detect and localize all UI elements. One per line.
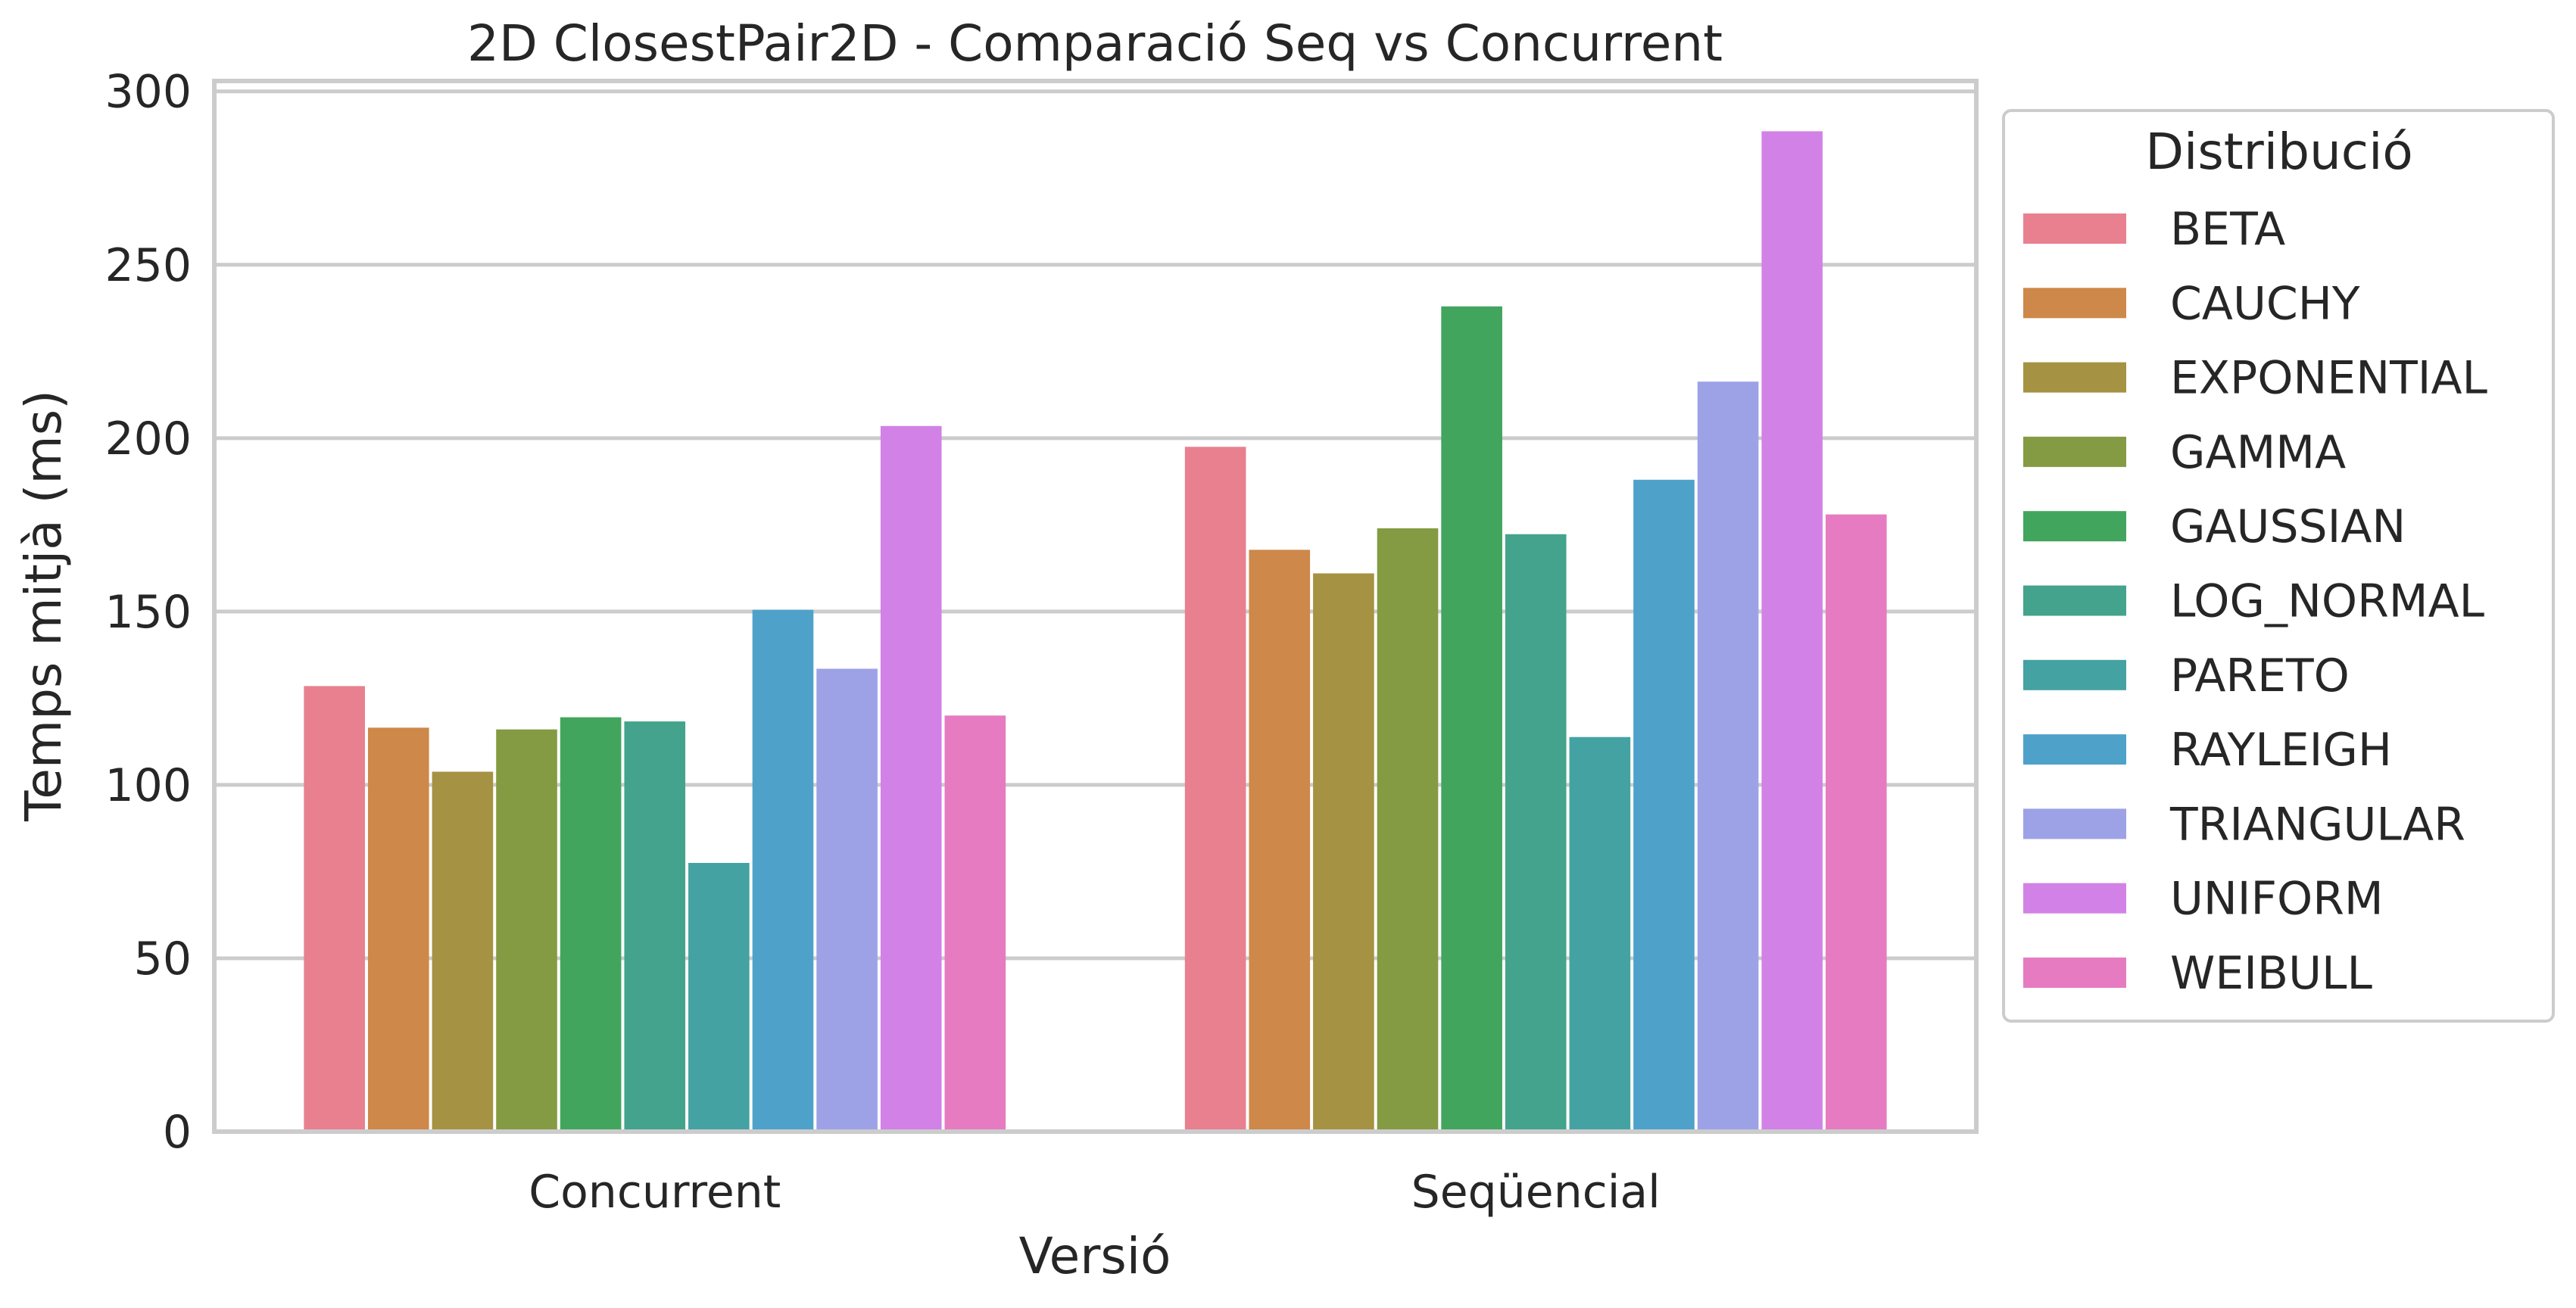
bar-weibull-seqüencial (1826, 514, 1887, 1132)
legend-label: CAUCHY (2170, 277, 2360, 330)
bar-rayleigh-concurrent (752, 609, 814, 1132)
legend-title: Distribució (2145, 123, 2413, 181)
y-tick-label: 200 (104, 413, 192, 466)
x-tick-label: Seqüencial (1411, 1166, 1661, 1219)
plot-frame (212, 79, 1979, 1134)
legend-swatch (2023, 213, 2126, 244)
bar-beta-seqüencial (1184, 447, 1246, 1132)
y-tick-label: 0 (163, 1106, 192, 1159)
bar-triangular-concurrent (816, 668, 878, 1132)
legend-swatch (2023, 659, 2126, 690)
legend-swatch (2023, 436, 2126, 467)
bar-log-normal-seqüencial (1505, 534, 1567, 1132)
bar-triangular-seqüencial (1697, 382, 1759, 1132)
bar-beta-concurrent (304, 686, 365, 1132)
legend-swatch (2023, 808, 2126, 839)
bar-gaussian-seqüencial (1441, 306, 1502, 1132)
legend-items: BETA CAUCHY EXPONENTIAL GAMMA GAUSSIAN LOG_NO… (2023, 203, 2487, 1000)
x-axis-label: Versió (1019, 1227, 1171, 1285)
y-tick-label: 150 (104, 586, 192, 639)
y-tick-label: 50 (134, 933, 192, 986)
bar-gamma-seqüencial (1377, 528, 1439, 1132)
legend-swatch (2023, 585, 2126, 616)
legend-frame (2002, 109, 2555, 1023)
plot-area (212, 79, 1979, 1134)
legend-label: RAYLEIGH (2170, 724, 2392, 777)
legend-label: UNIFORM (2170, 873, 2384, 926)
bar-pareto-seqüencial (1569, 737, 1631, 1132)
bar-gamma-concurrent (496, 729, 557, 1132)
legend-label: GAUSSIAN (2170, 500, 2406, 553)
y-tick-labels: 0 50 100 150 200 250 300 (104, 66, 192, 1159)
x-tick-labels: Concurrent Seqüencial (529, 1166, 1661, 1219)
y-tick-label: 300 (104, 66, 192, 119)
y-tick-label: 250 (104, 239, 192, 292)
bar-exponential-seqüencial (1313, 573, 1374, 1132)
legend-label: LOG_NORMAL (2170, 575, 2485, 628)
legend-swatch (2023, 883, 2126, 914)
legend-swatch (2023, 511, 2126, 542)
legend-label: BETA (2170, 203, 2285, 256)
bar-uniform-concurrent (880, 425, 942, 1132)
bar-uniform-seqüencial (1761, 131, 1823, 1132)
bar-exponential-concurrent (432, 771, 494, 1132)
legend-label: TRIANGULAR (2169, 798, 2465, 851)
x-tick-label: Concurrent (529, 1166, 781, 1219)
bar-rayleigh-seqüencial (1633, 479, 1695, 1132)
bar-weibull-concurrent (944, 715, 1006, 1132)
legend-label: EXPONENTIAL (2170, 352, 2487, 405)
legend-label: WEIBULL (2170, 947, 2372, 1000)
bar-cauchy-concurrent (367, 727, 429, 1132)
legend-swatch (2023, 362, 2126, 393)
chart-title: 2D ClosestPair2D - Comparació Seq vs Con… (467, 14, 1723, 73)
legend-label: GAMMA (2170, 426, 2346, 479)
bar-pareto-concurrent (688, 862, 750, 1132)
legend-label: PARETO (2170, 649, 2350, 702)
legend-swatch (2023, 734, 2126, 765)
bars (304, 131, 1887, 1132)
y-tick-label: 100 (104, 759, 192, 812)
legend-swatch (2023, 958, 2126, 988)
bar-cauchy-seqüencial (1249, 550, 1311, 1132)
bar-log-normal-concurrent (624, 721, 686, 1132)
legend-swatch (2023, 288, 2126, 319)
legend: Distribució BETA CAUCHY EXPONENTIAL GAMMA GA… (2002, 109, 2555, 1023)
y-axis-label: Temps mitjà (ms) (14, 390, 73, 822)
bar-gaussian-concurrent (560, 717, 622, 1132)
